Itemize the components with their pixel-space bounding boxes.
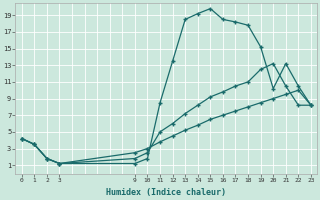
X-axis label: Humidex (Indice chaleur): Humidex (Indice chaleur) xyxy=(106,188,226,197)
